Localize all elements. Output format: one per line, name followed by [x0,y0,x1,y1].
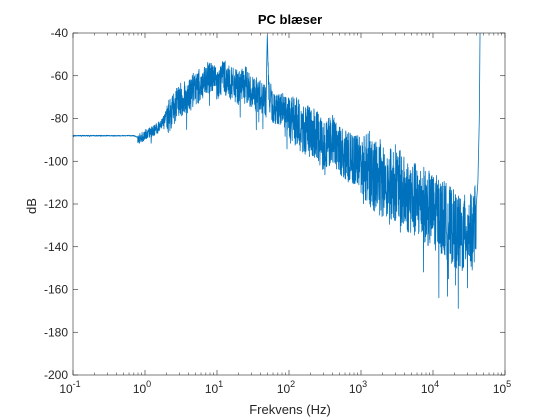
y-tick-label: -80 [51,112,69,126]
y-axis-label: dB [24,198,39,214]
x-tick-exponent: 3 [362,379,367,389]
series-line [72,32,481,309]
plot-area [72,32,505,375]
y-tick-label: -160 [44,283,68,297]
y-tick-label: -140 [44,240,68,254]
x-tick-exponent: 2 [290,379,295,389]
x-axis-label: Frekvens (Hz) [249,402,331,417]
y-tick-label: -40 [51,26,69,40]
x-tick-exponent: 5 [506,379,511,389]
y-tick-label: -180 [44,325,68,339]
y-tick-label: -100 [44,154,68,168]
y-tick-label: -60 [51,69,69,83]
x-tick-exponent: 1 [218,379,223,389]
x-tick-exponent: 0 [146,379,151,389]
y-tick-label: -120 [44,197,68,211]
chart-title: PC blæser [258,12,322,27]
y-tick-label: -200 [44,368,68,382]
x-tick-exponent: 4 [434,379,439,389]
axes: 10-1 100 101 102 103 104 105-200-180-160-140-1… [44,26,511,396]
x-tick-exponent: -1 [73,379,81,389]
